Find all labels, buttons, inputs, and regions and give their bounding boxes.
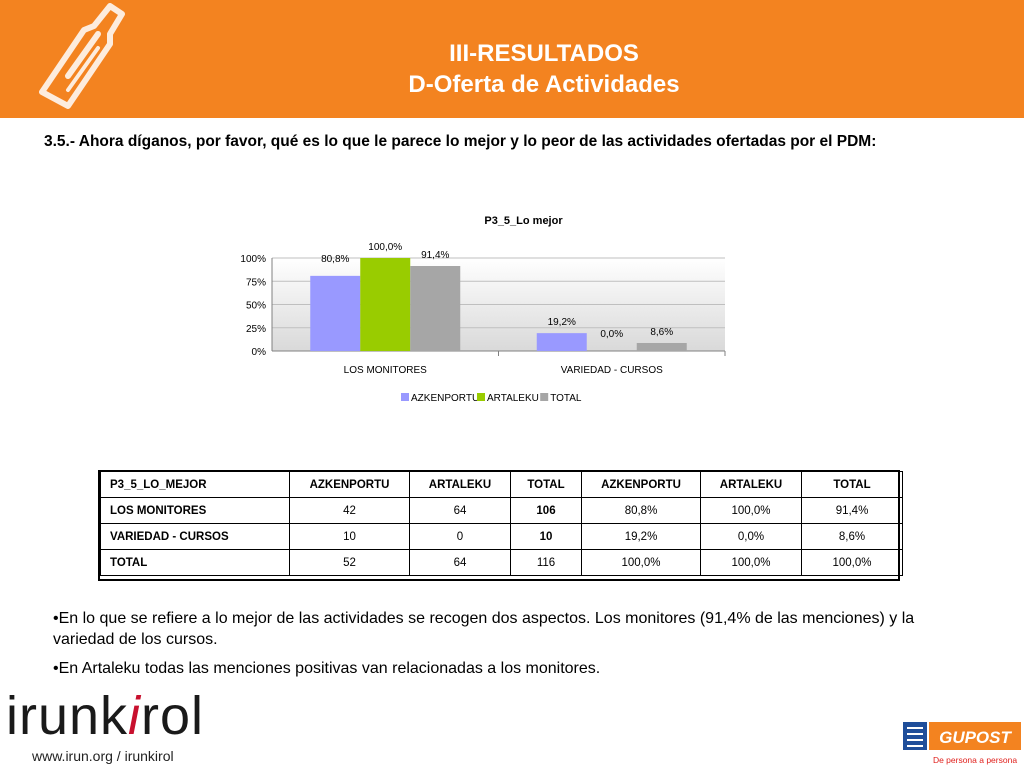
table-cell: 106 <box>510 497 582 524</box>
table-cell: 10 <box>289 523 410 550</box>
irunkirol-logo: irunkirol <box>6 686 205 746</box>
chart-title: P3_5_Lo mejor <box>484 215 563 227</box>
bar <box>410 265 461 351</box>
table-cell: 8,6% <box>801 523 903 550</box>
legend-label: TOTAL <box>550 393 582 404</box>
table-cell: 80,8% <box>581 497 701 524</box>
y-tick-label: 100% <box>240 254 266 265</box>
header-banner: III-RESULTADOS D-Oferta de Actividades <box>0 0 1024 118</box>
bottle-icon <box>39 3 125 109</box>
table-cell: 100,0% <box>700 549 802 576</box>
table-cell: ARTALEKU <box>409 471 511 498</box>
table-cell: 0 <box>409 523 511 550</box>
table-cell: 116 <box>510 549 582 576</box>
y-tick-label: 0% <box>252 347 267 358</box>
table-cell: 64 <box>409 549 511 576</box>
bar <box>636 343 687 351</box>
table-cell: 19,2% <box>581 523 701 550</box>
table-cell: ARTALEKU <box>700 471 802 498</box>
table-header-row: P3_5_LO_MEJOR AZKENPORTU ARTALEKU TOTAL AZKE… <box>100 471 903 498</box>
table-cell: 10 <box>510 523 582 550</box>
legend-swatch <box>540 393 549 401</box>
bullet-item: •En Artaleku todas las menciones positiv… <box>53 660 601 677</box>
table-row: VARIEDAD - CURSOS 10 0 10 19,2% 0,0% 8,6% <box>100 523 903 550</box>
legend-label: AZKENPORTU <box>411 393 479 404</box>
data-label: 100,0% <box>368 242 402 253</box>
y-tick-label: 50% <box>246 301 266 312</box>
table-cell: 52 <box>289 549 410 576</box>
table-cell: TOTAL <box>100 549 290 576</box>
table-cell: LOS MONITORES <box>100 497 290 524</box>
table-cell: 64 <box>409 497 511 524</box>
table-row-total: TOTAL 52 64 116 100,0% 100,0% 100,0% <box>100 549 903 576</box>
table-cell: 100,0% <box>801 549 903 576</box>
legend-swatch <box>401 393 409 401</box>
question-text: 3.5.- Ahora díganos, por favor, qué es l… <box>44 133 877 150</box>
data-label: 80,8% <box>321 254 349 265</box>
table-cell: VARIEDAD - CURSOS <box>100 523 290 550</box>
legend-label: ARTALEKU <box>487 393 539 404</box>
bar <box>310 275 361 351</box>
data-label: 0,0% <box>600 329 623 340</box>
title-line-2: D-Oferta de Actividades <box>408 71 680 98</box>
table-cell: 91,4% <box>801 497 903 524</box>
website-url: www.irun.org / irunkirol <box>32 748 174 764</box>
data-label: 91,4% <box>421 250 449 261</box>
table-cell: P3_5_LO_MEJOR <box>100 471 290 498</box>
bar <box>536 333 587 351</box>
bar-chart: P3_5_Lo mejor 0% 25% 50% 75% 100% 80,8% 100,0% 9… <box>240 215 726 404</box>
x-tick-label: VARIEDAD - CURSOS <box>561 365 663 376</box>
table-cell: 0,0% <box>700 523 802 550</box>
table-cell: AZKENPORTU <box>289 471 410 498</box>
table-cell: AZKENPORTU <box>581 471 701 498</box>
y-tick-label: 25% <box>246 324 266 335</box>
gupost-tagline: De persona a persona <box>933 755 1017 765</box>
table-cell: 42 <box>289 497 410 524</box>
y-tick-label: 75% <box>246 277 266 288</box>
bullet-list: •En lo que se refiere a lo mejor de las … <box>53 608 973 687</box>
gupost-name: GUPOST <box>939 728 1012 747</box>
data-label: 19,2% <box>548 317 576 328</box>
results-table: P3_5_LO_MEJOR AZKENPORTU ARTALEKU TOTAL AZKE… <box>100 471 903 576</box>
table-cell: 100,0% <box>581 549 701 576</box>
table-row: LOS MONITORES 42 64 106 80,8% 100,0% 91,4% <box>100 497 903 524</box>
page-title: III-RESULTADOS D-Oferta de Actividades <box>0 38 1024 100</box>
title-line-1: III-RESULTADOS <box>449 40 639 67</box>
bar <box>360 258 411 351</box>
table-cell: 100,0% <box>700 497 802 524</box>
legend-swatch <box>477 393 485 401</box>
x-tick-label: LOS MONITORES <box>344 365 427 376</box>
table-cell: TOTAL <box>510 471 582 498</box>
gupost-logo: GUPOST De persona a persona <box>903 722 1021 765</box>
bullet-item: •En lo que se refiere a lo mejor de las … <box>53 610 915 648</box>
data-label: 8,6% <box>650 327 673 338</box>
table-cell: TOTAL <box>801 471 903 498</box>
